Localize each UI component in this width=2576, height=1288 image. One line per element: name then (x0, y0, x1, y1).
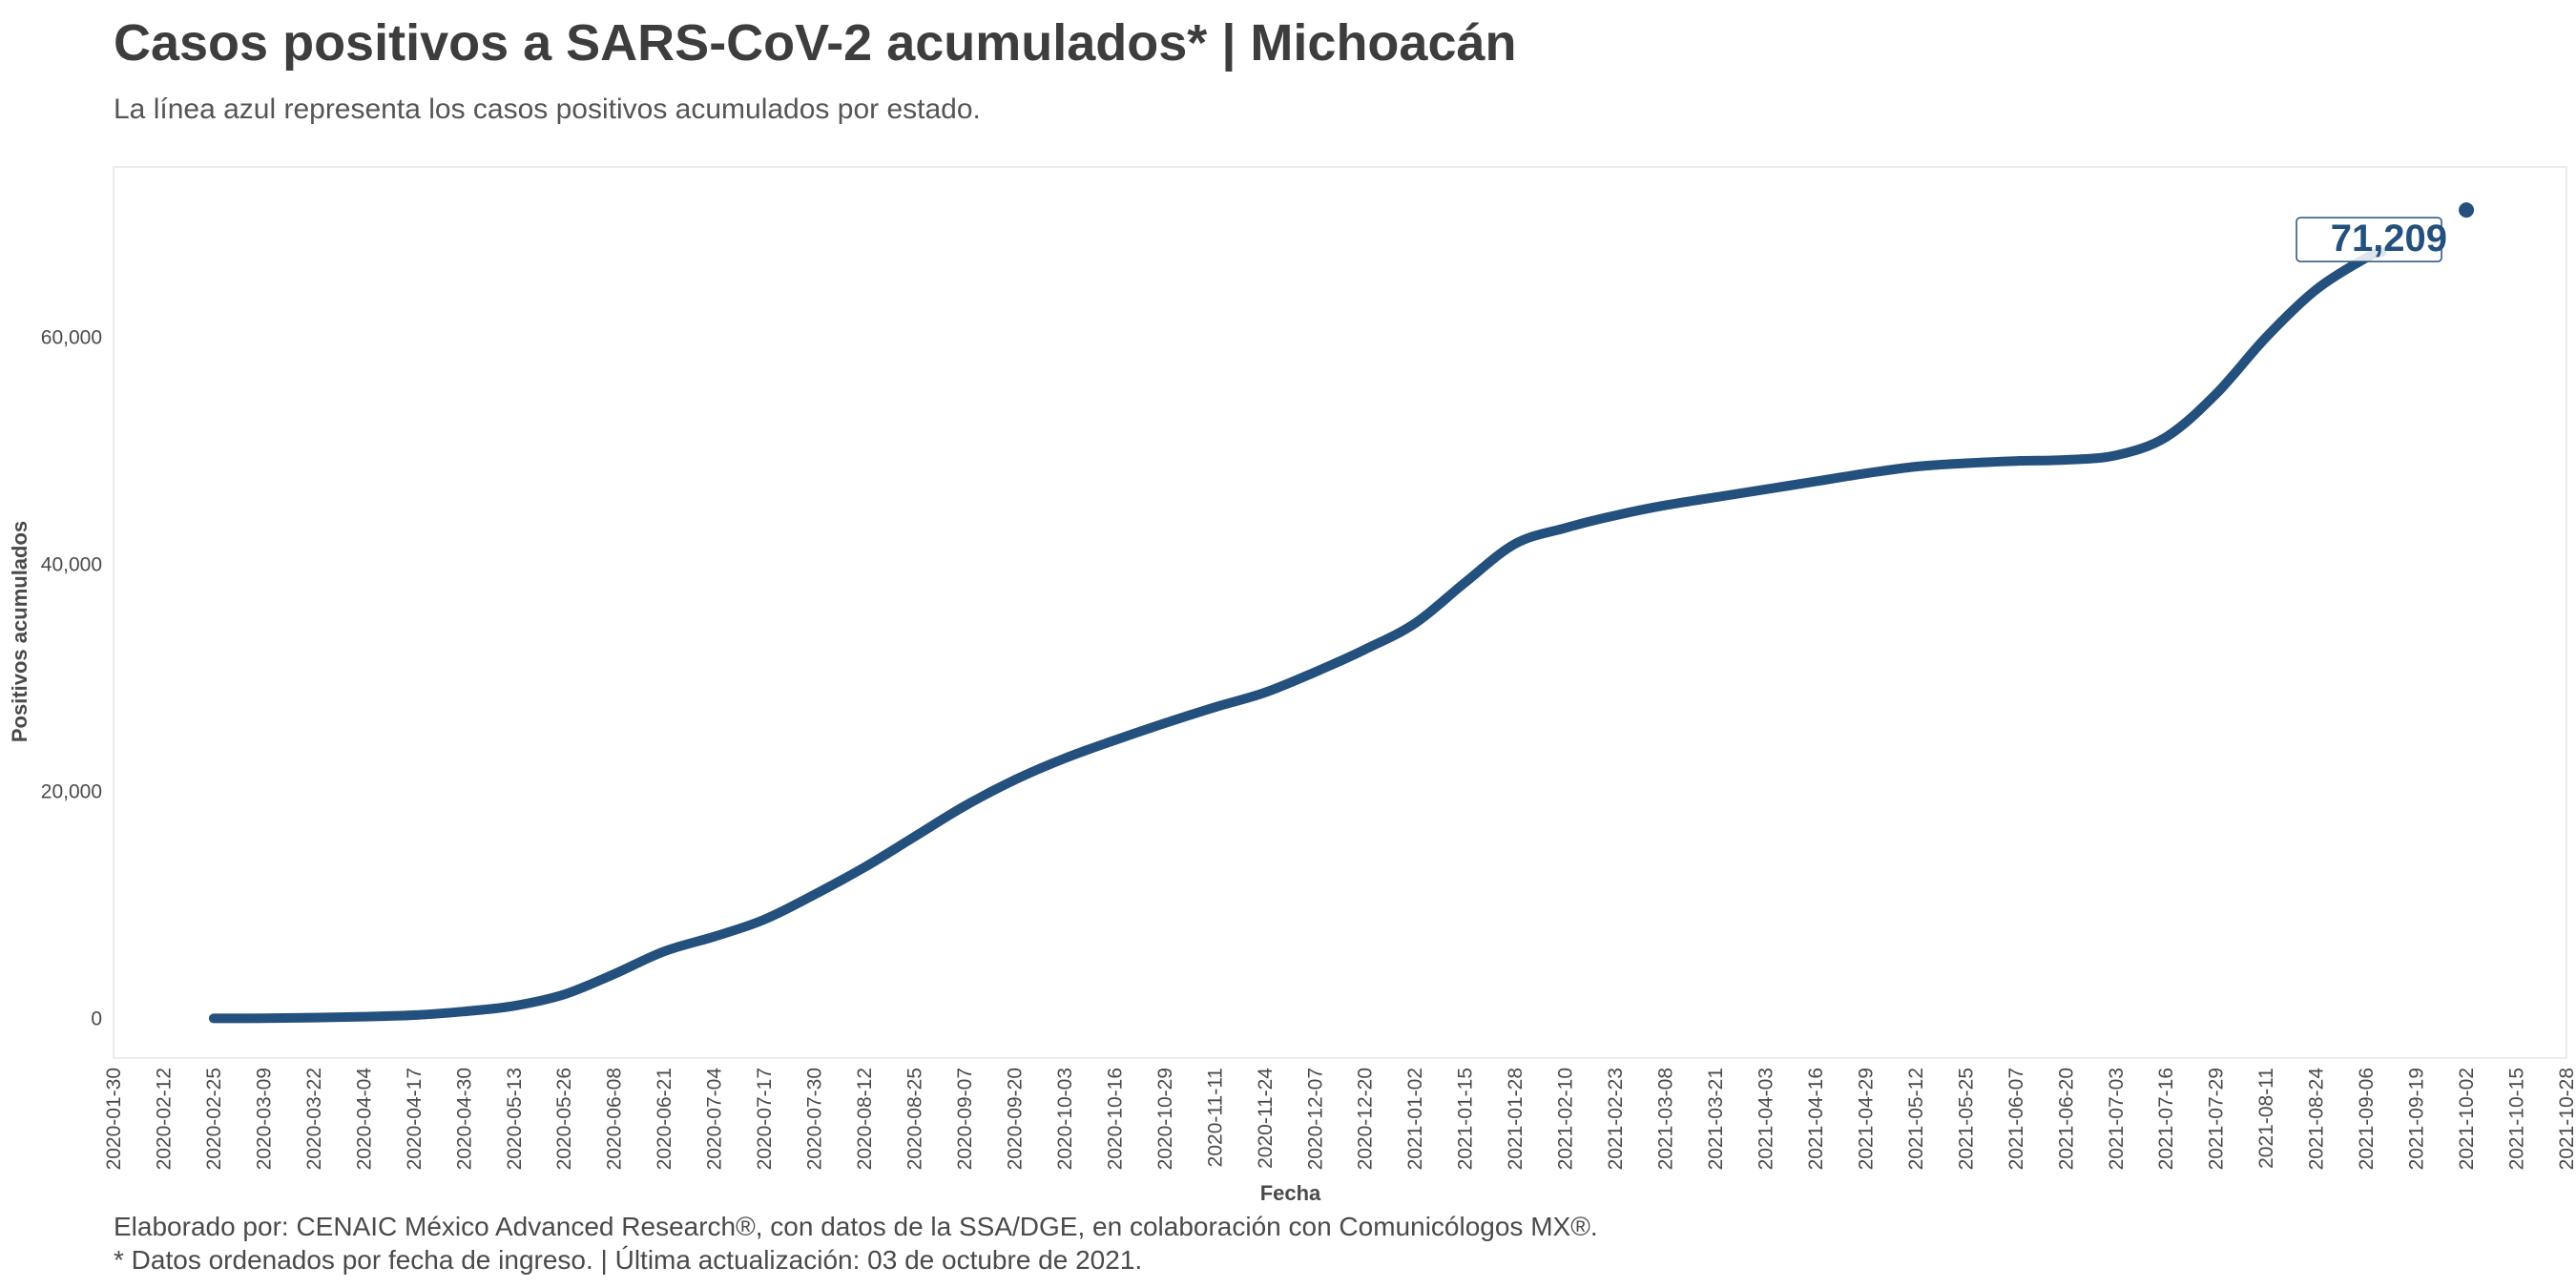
x-tick-label: 2021-05-25 (1955, 1068, 1977, 1170)
x-tick-label: 2020-11-24 (1255, 1068, 1277, 1169)
x-tick-label: 2020-12-20 (1355, 1068, 1377, 1170)
series-line-positivos (208, 247, 2387, 1024)
end-value-label: 71,209 (2331, 218, 2447, 260)
y-axis: 0 20,000 40,000 60,000 (41, 326, 102, 1029)
x-tick-label: 2021-07-16 (2155, 1068, 2177, 1170)
x-tick-label: 2020-07-04 (704, 1068, 726, 1171)
x-tick-label: 2021-10-02 (2456, 1068, 2478, 1170)
x-tick-label: 2020-03-22 (303, 1068, 325, 1170)
x-tick-label: 2021-04-03 (1755, 1068, 1776, 1170)
x-tick-label: 2020-07-17 (754, 1068, 776, 1170)
x-tick-label: 2021-02-10 (1555, 1068, 1577, 1170)
chart-subtitle: La línea azul representa los casos posit… (114, 93, 981, 125)
x-tick-label: 2020-11-11 (1204, 1068, 1226, 1167)
y-tick-label: 60,000 (41, 326, 102, 348)
x-tick-label: 2021-01-28 (1505, 1068, 1527, 1170)
x-axis-title: Fecha (1260, 1181, 1321, 1205)
end-point-marker (2459, 202, 2475, 218)
x-tick-label: 2020-10-03 (1054, 1068, 1076, 1170)
x-tick-label: 2021-09-06 (2356, 1068, 2378, 1170)
line-chart: 0 20,000 40,000 60,000 2020-01-30 2020-02-12… (8, 166, 2576, 1205)
x-tick-label: 2021-09-19 (2406, 1068, 2428, 1170)
x-axis: 2020-01-30 2020-02-12 2020-02-25 2020-03-09… (103, 1068, 2576, 1171)
x-tick-label: 2021-04-29 (1855, 1068, 1877, 1170)
x-tick-label: 2020-07-30 (804, 1068, 826, 1170)
x-tick-label: 2021-05-12 (1905, 1068, 1927, 1170)
x-tick-label: 2021-07-29 (2206, 1068, 2228, 1170)
x-tick-label: 2020-08-25 (904, 1068, 926, 1170)
x-tick-label: 2020-05-13 (504, 1068, 526, 1170)
x-tick-label: 2020-10-29 (1154, 1068, 1176, 1170)
x-tick-label: 2021-04-16 (1805, 1068, 1827, 1170)
x-tick-label: 2021-06-20 (2055, 1068, 2077, 1170)
x-tick-label: 2021-01-15 (1455, 1068, 1477, 1170)
y-tick-label: 40,000 (41, 553, 102, 575)
x-tick-label: 2020-05-26 (553, 1068, 575, 1170)
x-tick-label: 2020-08-12 (854, 1068, 876, 1170)
y-tick-label: 0 (91, 1008, 102, 1029)
y-axis-title: Positivos acumulados (8, 521, 31, 742)
x-tick-label: 2021-06-07 (2005, 1068, 2027, 1170)
y-tick-label: 20,000 (41, 780, 102, 802)
x-tick-label: 2020-06-08 (604, 1068, 626, 1170)
x-tick-label: 2020-02-25 (203, 1068, 225, 1170)
x-tick-label: 2020-06-21 (654, 1068, 675, 1170)
x-tick-label: 2020-10-16 (1104, 1068, 1126, 1170)
caption-note: * Datos ordenados por fecha de ingreso. … (114, 1245, 1143, 1275)
x-tick-label: 2020-12-07 (1304, 1068, 1326, 1170)
x-tick-label: 2021-03-21 (1705, 1068, 1727, 1170)
x-tick-label: 2021-01-02 (1404, 1068, 1426, 1170)
x-tick-label: 2021-08-24 (2306, 1068, 2328, 1171)
plot-panel (113, 166, 2567, 1059)
x-tick-label: 2021-08-11 (2255, 1068, 2277, 1169)
x-tick-label: 2021-02-23 (1605, 1068, 1627, 1170)
x-tick-label: 2020-02-12 (153, 1068, 175, 1170)
x-tick-label: 2020-09-07 (954, 1068, 976, 1170)
x-tick-label: 2020-04-04 (353, 1068, 375, 1171)
caption-credits: Elaborado por: CENAIC México Advanced Re… (114, 1212, 1598, 1241)
x-tick-label: 2020-04-17 (404, 1068, 426, 1170)
x-tick-label: 2021-10-15 (2506, 1068, 2528, 1170)
chart-title: Casos positivos a SARS-CoV-2 acumulados*… (114, 14, 1517, 72)
end-label-box (2296, 217, 2442, 262)
x-tick-label: 2020-09-20 (1004, 1068, 1026, 1170)
x-tick-label: 2020-01-30 (103, 1068, 125, 1170)
x-tick-label: 2021-03-08 (1655, 1068, 1677, 1170)
x-tick-label: 2021-10-28 (2556, 1068, 2576, 1170)
x-tick-label: 2020-04-30 (453, 1068, 475, 1170)
x-tick-label: 2021-07-03 (2106, 1068, 2128, 1170)
x-tick-label: 2020-03-09 (253, 1068, 275, 1170)
